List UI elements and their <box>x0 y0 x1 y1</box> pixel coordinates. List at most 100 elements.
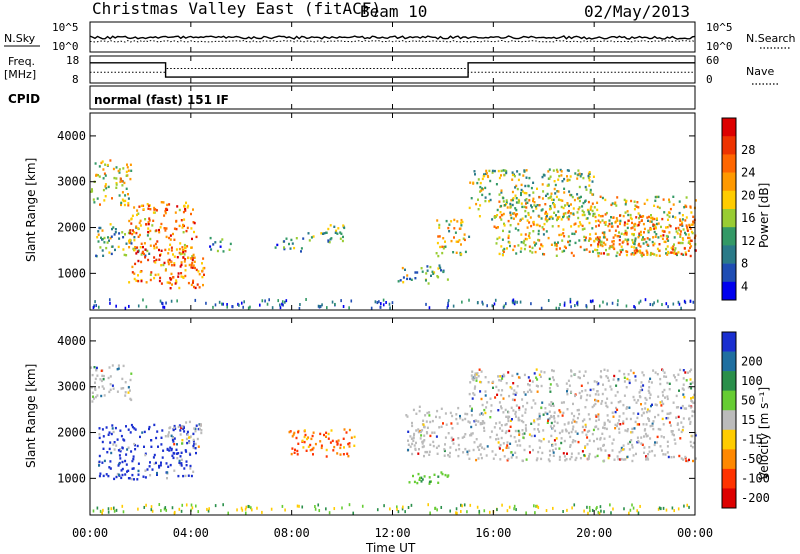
heatmap-cell <box>95 366 98 370</box>
heatmap-cell <box>91 391 94 394</box>
heatmap-cell <box>674 216 677 219</box>
heatmap-cell <box>612 243 615 246</box>
heatmap-cell <box>533 204 536 207</box>
heatmap-cell <box>648 409 651 413</box>
heatmap-cell <box>575 456 578 460</box>
heatmap-cell <box>300 250 302 253</box>
heatmap-cell <box>682 253 685 256</box>
heatmap-cell <box>138 221 141 225</box>
heatmap-cell <box>153 244 156 247</box>
heatmap-cell <box>161 456 164 459</box>
heatmap-cell <box>194 447 197 450</box>
colorbar-swatch <box>722 449 736 470</box>
heatmap-cell <box>545 230 548 233</box>
heatmap-cell <box>661 303 663 307</box>
heatmap-cell <box>127 193 129 196</box>
heatmap-cell <box>589 233 592 236</box>
heatmap-cell <box>120 476 123 480</box>
heatmap-cell <box>423 454 425 458</box>
heatmap-cell <box>194 504 197 508</box>
heatmap-cell <box>428 414 431 417</box>
heatmap-cell <box>310 236 313 239</box>
heatmap-cell <box>512 409 515 412</box>
colorbar-swatch <box>722 190 736 210</box>
heatmap-cell <box>154 208 157 211</box>
heatmap-cell <box>457 240 460 243</box>
heatmap-cell <box>502 442 505 445</box>
heatmap-cell <box>646 456 649 459</box>
heatmap-cell <box>101 440 104 444</box>
heatmap-cell <box>525 198 528 201</box>
heatmap-cell <box>412 436 415 440</box>
heatmap-cell <box>601 214 604 218</box>
heatmap-cell <box>594 398 596 402</box>
heatmap-cell <box>549 390 552 393</box>
heatmap-cell <box>196 283 199 286</box>
heatmap-cell <box>624 211 627 214</box>
heatmap-cell <box>585 398 588 402</box>
heatmap-cell <box>101 238 104 241</box>
heatmap-cell <box>153 462 156 465</box>
heatmap-cell <box>564 428 567 431</box>
heatmap-cell <box>678 200 681 203</box>
colorbar-swatch <box>722 351 736 372</box>
heatmap-cell <box>572 254 575 257</box>
heatmap-cell <box>520 188 523 192</box>
heatmap-cell <box>691 400 694 403</box>
heatmap-cell <box>542 228 545 231</box>
heatmap-cell <box>171 454 174 457</box>
heatmap-cell <box>584 370 587 373</box>
heatmap-cell <box>505 302 507 306</box>
heatmap-cell <box>382 298 385 302</box>
heatmap-cell <box>168 449 171 452</box>
heatmap-cell <box>694 199 697 202</box>
heatmap-cell <box>118 194 121 197</box>
heatmap-cell <box>606 369 609 372</box>
heatmap-cell <box>592 214 595 218</box>
heatmap-cell <box>673 438 676 441</box>
heatmap-cell <box>677 406 680 409</box>
heatmap-cell <box>581 213 584 217</box>
heatmap-cell <box>163 261 166 265</box>
heatmap-cell <box>687 249 690 252</box>
heatmap-cell <box>160 436 163 439</box>
heatmap-cell <box>102 168 105 171</box>
heatmap-cell <box>181 226 184 229</box>
heatmap-cell <box>148 217 151 220</box>
heatmap-cell <box>498 447 501 450</box>
heatmap-cell <box>570 390 573 393</box>
heatmap-cell <box>553 180 556 183</box>
heatmap-cell <box>124 199 127 203</box>
heatmap-cell <box>289 430 292 433</box>
heatmap-cell <box>460 221 463 225</box>
heatmap-cell <box>551 449 554 452</box>
heatmap-cell <box>154 242 157 246</box>
heatmap-cell <box>172 456 175 460</box>
heatmap-cell <box>644 396 647 400</box>
heatmap-cell <box>664 396 666 399</box>
heatmap-cell <box>141 431 144 434</box>
heatmap-cell <box>456 220 459 223</box>
heatmap-cell <box>647 229 650 232</box>
heatmap-cell <box>180 464 183 467</box>
heatmap-cell <box>643 227 646 231</box>
heatmap-cell <box>236 508 238 512</box>
heatmap-cell <box>690 223 693 226</box>
heatmap-cell <box>548 217 551 221</box>
time-axis: 00:00 04:00 08:00 12:00 16:00 20:00 00:00 <box>72 22 713 540</box>
heatmap-cell <box>124 391 127 394</box>
heatmap-cell <box>623 372 626 376</box>
heatmap-cell <box>129 397 132 401</box>
heatmap-cell <box>612 378 615 381</box>
heatmap-cell <box>473 441 476 444</box>
heatmap-cell <box>690 245 693 248</box>
heatmap-cell <box>574 222 577 225</box>
heatmap-cell <box>149 273 152 276</box>
heatmap-cell <box>615 217 618 220</box>
heatmap-cell <box>640 253 643 256</box>
heatmap-cell <box>502 212 505 216</box>
heatmap-cell <box>505 203 508 206</box>
heatmap-cell <box>532 220 535 224</box>
heatmap-cell <box>528 236 531 239</box>
heatmap-cell <box>606 302 608 306</box>
